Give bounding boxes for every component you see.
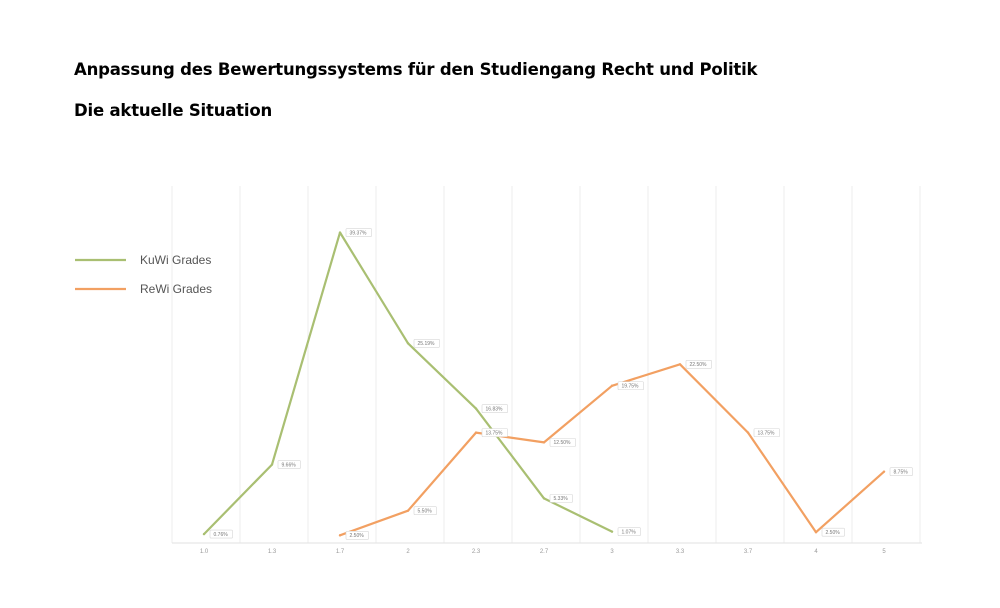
data-point xyxy=(542,497,546,500)
chart-series xyxy=(202,231,886,537)
data-label-text: 16.83% xyxy=(486,406,504,412)
data-label: 0.76% xyxy=(209,529,233,539)
data-label: 13.75% xyxy=(753,428,780,437)
data-label-text: 2.50% xyxy=(826,530,841,536)
x-tick-label: 2 xyxy=(406,549,410,555)
x-tick-label: 1.3 xyxy=(268,549,277,555)
data-point xyxy=(678,363,682,366)
data-point xyxy=(882,470,886,473)
data-label-text: 1.07% xyxy=(622,529,637,535)
x-tick-label: 4 xyxy=(814,549,818,555)
data-label-box xyxy=(481,404,508,413)
data-label: 13.75% xyxy=(481,428,508,437)
data-label-box xyxy=(549,494,573,503)
data-label-box xyxy=(753,428,780,437)
data-point xyxy=(474,431,478,434)
data-label-box xyxy=(209,529,233,539)
data-point xyxy=(746,431,750,434)
data-label-text: 19.75% xyxy=(622,384,640,390)
data-label-text: 25.19% xyxy=(418,341,436,347)
data-label-text: 13.75% xyxy=(486,430,504,436)
data-label-box xyxy=(345,228,372,237)
data-label-text: 2.50% xyxy=(350,533,365,539)
x-axis-ticks: 1.0 1.3 1.7 2 2.3 2.7 3 3.3 3.7 4 5 xyxy=(200,549,887,555)
data-point xyxy=(610,384,614,387)
data-label-box xyxy=(889,467,913,476)
x-tick-label: 3.7 xyxy=(744,549,753,555)
data-label: 1.07% xyxy=(617,527,641,536)
legend-label: ReWi Grades xyxy=(140,282,212,296)
data-label-box xyxy=(549,438,576,447)
data-point xyxy=(542,441,546,444)
data-label-box xyxy=(617,527,641,536)
data-point xyxy=(406,509,410,512)
data-point xyxy=(406,342,410,345)
data-point xyxy=(270,463,274,466)
x-tick-label: 2.3 xyxy=(472,549,481,555)
data-label-text: 22.50% xyxy=(690,362,708,368)
data-label-box xyxy=(685,359,712,369)
x-tick-label: 3.3 xyxy=(676,549,685,555)
document-title: Anpassung des Bewertungssystems für den … xyxy=(74,60,758,79)
data-label-text: 13.75% xyxy=(758,430,776,436)
data-label-text: 39.37% xyxy=(350,230,368,236)
data-label: 2.50% xyxy=(345,531,369,540)
data-point xyxy=(338,231,342,234)
chart-data-labels: 0.76% 9.66% 39.37% 25.19% 16.83% 5.33% 1.07% 2.… xyxy=(209,228,913,540)
data-label-text: 5.50% xyxy=(418,509,433,515)
data-label: 8.75% xyxy=(889,467,913,476)
document-subtitle: Die aktuelle Situation xyxy=(74,101,272,120)
data-label: 22.50% xyxy=(685,359,712,369)
data-label-text: 0.76% xyxy=(214,532,229,538)
data-label: 39.37% xyxy=(345,228,372,237)
data-label-text: 9.66% xyxy=(282,462,297,468)
data-label: 2.50% xyxy=(821,527,845,537)
data-label-box xyxy=(413,338,440,348)
x-tick-label: 1.7 xyxy=(336,549,345,555)
x-tick-label: 1.0 xyxy=(200,549,209,555)
data-label-box xyxy=(277,460,301,469)
data-label-box xyxy=(481,428,508,437)
data-label: 5.33% xyxy=(549,494,573,503)
data-label-box xyxy=(345,531,369,540)
data-point xyxy=(610,530,614,533)
x-tick-label: 3 xyxy=(610,549,614,555)
chart-grid xyxy=(171,186,922,544)
data-label: 25.19% xyxy=(413,338,440,348)
data-label: 19.75% xyxy=(617,381,644,391)
data-label-text: 12.50% xyxy=(554,440,572,446)
data-label-box xyxy=(413,506,437,516)
data-point xyxy=(202,532,206,536)
data-point xyxy=(814,530,818,534)
series-line-0 xyxy=(202,231,614,536)
data-label: 9.66% xyxy=(277,460,301,469)
chart-legend: KuWi Grades ReWi Grades xyxy=(75,253,212,296)
data-label-text: 8.75% xyxy=(894,469,909,475)
legend-label: KuWi Grades xyxy=(140,253,211,267)
data-label-box xyxy=(821,527,845,537)
data-label-box xyxy=(617,381,644,391)
data-point xyxy=(474,407,478,410)
data-label-text: 5.33% xyxy=(554,496,569,502)
data-point xyxy=(338,534,342,537)
data-label: 12.50% xyxy=(549,438,576,447)
data-label: 5.50% xyxy=(413,506,437,516)
data-label: 16.83% xyxy=(481,404,508,413)
x-tick-label: 5 xyxy=(882,549,886,555)
x-tick-label: 2.7 xyxy=(540,549,549,555)
